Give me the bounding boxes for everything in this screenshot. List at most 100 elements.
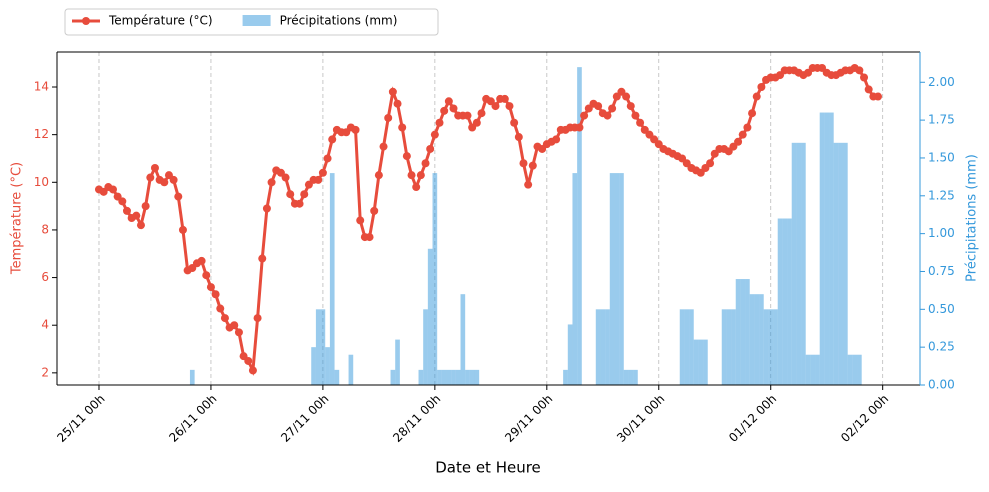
temperature-point [244,356,253,365]
temperature-point [365,233,374,242]
temperature-point [286,190,295,199]
precip-bar [628,369,634,385]
y2-tick-label: 1.00 [928,226,955,240]
precip-bar [731,309,736,385]
precip-bar [787,218,792,385]
precip-bar [474,369,480,385]
temperature-point [421,159,430,168]
precip-bar [609,173,615,385]
y2-tick-label: 1.75 [928,113,955,127]
temperature-point [748,109,757,118]
precip-bar [451,369,456,385]
temperature-point [505,102,514,111]
y2-tick-label: 2.00 [928,75,955,89]
y-tick-label: 8 [41,222,49,236]
temperature-point [407,171,416,180]
temperature-point [738,130,747,139]
precip-bar [567,324,573,385]
y-tick-label: 4 [41,318,49,332]
precip-bar [679,309,685,385]
precip-bar [460,294,466,385]
precip-bar [754,294,760,385]
precip-bar [423,309,428,385]
legend-label: Précipitations (mm) [280,14,398,28]
precip-bar [735,279,741,385]
temperature-point [449,104,458,113]
precip-bar [763,309,769,385]
precip-bar [768,309,774,385]
temperature-point [314,175,323,184]
temperature-point [318,168,327,177]
y-tick-label: 2 [41,365,49,379]
temperature-point [752,92,761,101]
precip-bar [801,142,806,385]
precip-bar [838,142,844,385]
precip-bar [469,369,475,385]
y-tick-label: 14 [34,80,49,94]
temperature-point [202,271,211,280]
temperature-point [323,154,332,163]
temperature-point [757,83,766,92]
x-tick-label: 01/12 00h [726,392,779,445]
precip-bar [847,354,853,385]
temperature-point [855,66,864,75]
temperature-point [132,211,141,220]
y-tick-label: 12 [34,127,49,141]
temperature-point [160,178,169,187]
precip-bar [833,142,839,385]
temperature-point [146,173,155,182]
temperature-point [500,94,509,103]
precip-bar [311,347,316,385]
precip-bar [740,279,746,385]
precip-bar [745,279,750,385]
temperature-point [281,173,290,182]
y2-tick-label: 0.50 [928,302,955,316]
precip-bar [759,294,764,385]
precip-bar [315,309,321,385]
y2-axis-label: Précipitations (mm) [965,154,980,282]
precip-bar [684,309,690,385]
precip-bar [577,67,582,386]
precip-bar [829,112,834,385]
temperature-point [393,99,402,108]
y-tick-label: 10 [34,175,49,189]
precip-bar [614,173,620,385]
temperature-point [141,202,150,211]
precip-bar [852,354,858,385]
temperature-point [412,183,421,192]
temperature-point [575,123,584,132]
temperature-point [477,109,486,118]
temperature-point [472,118,481,127]
y2-tick-label: 0.25 [928,340,955,354]
precip-bar [805,354,811,385]
temperature-point [874,92,883,101]
temperature-point [356,216,365,225]
temperature-point [328,135,337,144]
precip-bar [693,339,699,385]
precip-bar [605,309,610,385]
temperature-point [440,106,449,115]
precip-bar [455,369,461,385]
x-tick-label: 26/11 00h [166,392,219,445]
temperature-point [435,118,444,127]
precip-bar [633,369,638,385]
temperature-point [860,73,869,82]
precip-bar [600,309,606,385]
temperature-point [626,102,635,111]
precip-bar [843,142,848,385]
precip-bar [446,369,452,385]
x-tick-label: 28/11 00h [390,392,443,445]
temperature-point [197,256,206,265]
x-tick-label: 30/11 00h [614,392,667,445]
temperature-point [603,111,612,120]
temperature-point [514,133,523,142]
precip-bar [791,142,797,385]
temperature-point [864,85,873,94]
y2-tick-label: 1.50 [928,150,955,164]
temperature-point [178,225,187,234]
x-axis-label: Date et Heure [435,459,541,477]
x-tick-label: 02/12 00h [838,392,891,445]
temperature-point [426,144,435,153]
temperature-point [136,221,145,230]
precip-bar [189,369,195,385]
